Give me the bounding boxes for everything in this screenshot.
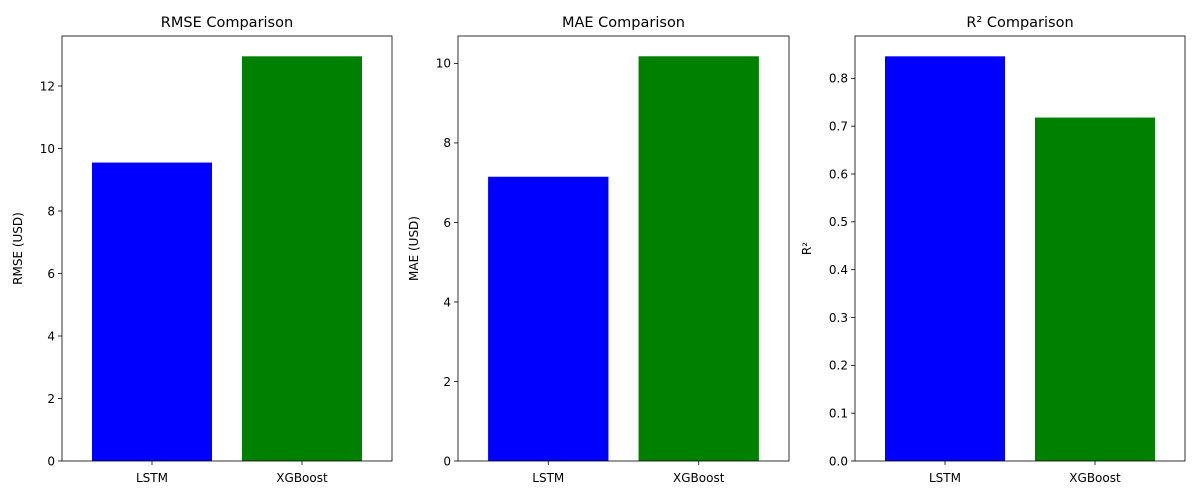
chart-title: R² Comparison [966,15,1073,31]
y-tick-label: 6 [443,216,451,230]
x-tick-label: XGBoost [276,471,328,485]
y-tick-label: 8 [47,204,55,218]
bar-lstm [488,176,609,462]
y-tick-label: 0.4 [829,263,848,277]
axes-frame [61,35,393,462]
y-tick-label: 2 [443,375,451,389]
y-tick-label: 10 [436,57,451,71]
bar-xgboost [1035,117,1155,461]
y-tick-label: 8 [443,136,451,150]
x-tick-label: LSTM [532,471,564,485]
y-tick-label: 0.3 [829,311,848,325]
y-tick-label: 12 [40,79,55,93]
bar-xgboost [242,56,362,462]
y-tick-label: 0.5 [829,215,848,229]
bar-lstm [92,162,212,461]
bar-lstm [885,56,1005,461]
y-tick-label: 0.0 [829,454,848,468]
y-tick-label: 4 [47,329,55,343]
x-tick-label: LSTM [929,471,961,485]
y-tick-label: 0.7 [829,119,848,133]
y-tick-label: 6 [47,267,55,281]
axes-frame [854,35,1186,462]
y-axis-label: RMSE (USD) [11,212,25,285]
y-tick-label: 0 [47,454,55,468]
chart-panel-1: LSTM XGBoost 0 2 4 6 8 10 12 RMSE Comparison RMSE … [11,15,393,485]
y-axis-label: MAE (USD) [407,216,421,281]
x-tick-label: XGBoost [1069,471,1121,485]
y-tick-label: 10 [40,142,55,156]
x-tick-label: XGBoost [673,471,725,485]
y-tick-label: 0.2 [829,359,848,373]
y-axis-label: R² [800,242,814,255]
y-tick-label: 4 [443,295,451,309]
chart-title: RMSE Comparison [161,15,293,31]
y-tick-label: 0.8 [829,72,848,86]
chart-title: MAE Comparison [562,15,685,31]
y-tick-label: 0.1 [829,406,848,420]
chart-panel-2: LSTM XGBoost 0 2 4 6 8 10 MAE Comparison MAE (USD… [407,15,790,485]
y-tick-label: 0 [443,454,451,468]
y-tick-label: 0.6 [829,167,848,181]
x-tick-label: LSTM [136,471,168,485]
chart-panel-3: LSTM XGBoost 0.0 0.1 0.2 0.3 0.4 0.5 0.6 0.7 0.8 R²… [800,15,1186,485]
axes-frame [457,35,790,462]
y-tick-label: 2 [47,392,55,406]
bar-xgboost [638,56,759,461]
